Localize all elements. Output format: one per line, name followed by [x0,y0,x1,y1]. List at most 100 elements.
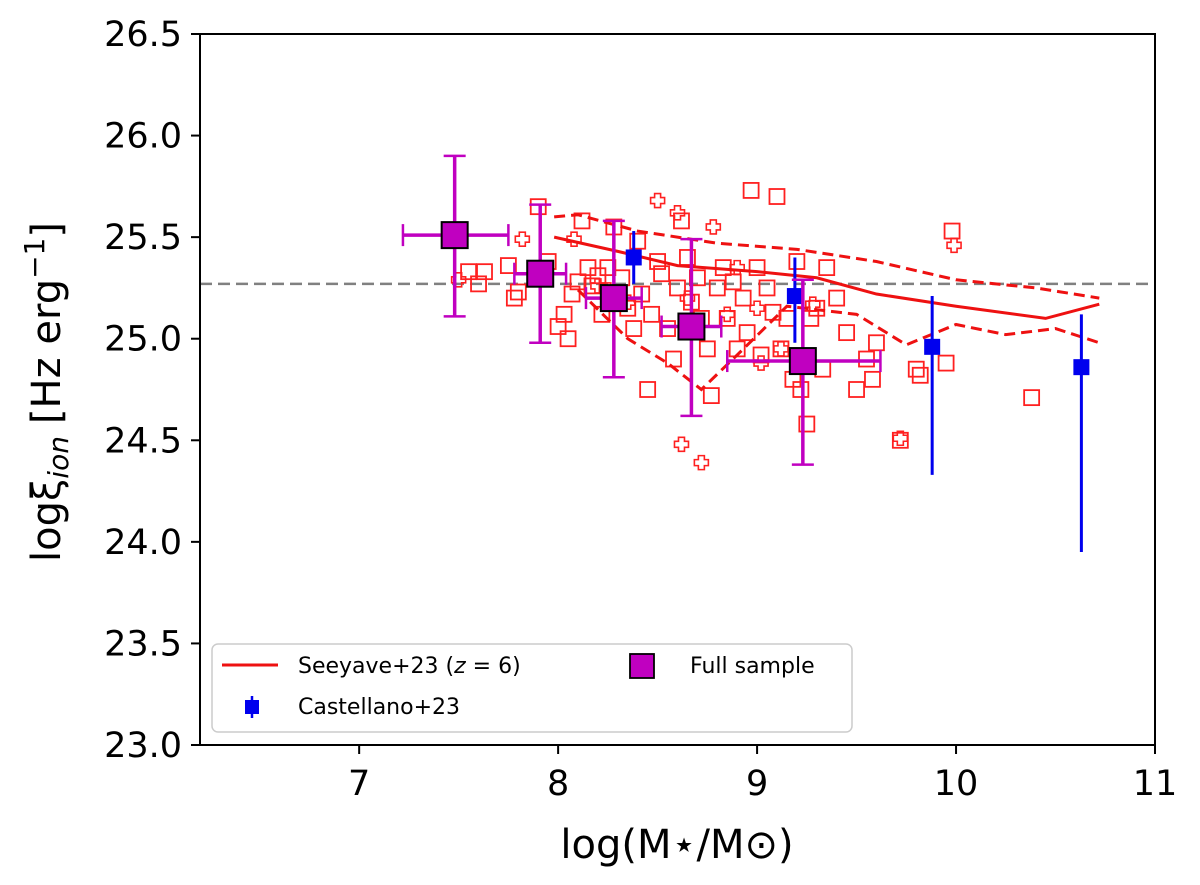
individual-square-point [559,330,577,348]
legend-seeyave-label: Seeyave+23 (z = 6) [298,654,521,679]
individual-square-point [838,324,856,342]
individual-square-point [569,273,587,291]
y-axis-label-exp: −1 [18,238,51,279]
individual-square-point [509,283,527,301]
individual-square-point [629,232,647,250]
individual-square-point [702,387,720,404]
individual-cross-point [693,454,710,471]
full-sample-point [677,312,706,341]
legend-full-sample-swatch [629,653,655,679]
castellano-point [924,338,941,355]
individual-square-point [673,212,690,230]
individual-cross-point [804,296,821,312]
individual-square-point [788,253,806,270]
y-axis-label-sub: ion [42,436,75,479]
full-sample-point [526,259,555,288]
y-axis-label-main: logξ [24,479,70,562]
individual-cross-point [705,219,722,235]
legend-castellano-label: Castellano+23 [298,695,460,720]
y-axis-label-unit: [Hz erg [24,279,70,424]
castellano-layer [625,231,1090,553]
individual-square-point [625,320,643,337]
y-axis-label: logξion [Hz erg−1] [18,222,75,562]
x-tick-label: 11 [1133,764,1178,804]
individual-square-point [529,198,547,216]
x-tick-label: 7 [348,764,370,804]
plot-area [200,34,1155,745]
individual-cross-point [514,231,531,247]
y-ticks: 23.0 23.5 24.0 24.5 25.0 25.5 26.0 26.5 [104,15,200,766]
x-axis-label: log(M⋆/M⊙) [560,822,793,868]
full-sample-point [788,347,817,376]
full-sample-layer [401,154,882,466]
individual-square-point [470,275,487,293]
legend-full-sample-label: Full sample [690,654,815,679]
individual-square-point [505,289,523,307]
individual-square-point [742,182,760,199]
individual-cross-point [892,430,909,447]
y-tick-label: 23.5 [104,624,182,664]
individual-square-point [643,305,661,323]
individual-square-point [639,381,657,398]
x-tick-label: 10 [934,764,979,804]
individual-cross-point [719,306,736,323]
individual-square-point [718,309,736,327]
legend-box [211,643,853,733]
y-axis-label-close: ] [24,222,70,238]
individual-square-point [460,263,477,281]
legend: Seeyave+23 (z = 6) Full sample Castellan… [211,643,853,733]
individual-square-point [768,188,786,205]
individual-square-point [911,366,929,384]
y-tick-label: 25.5 [104,218,182,258]
individual-square-point [476,263,493,281]
individual-square-point [748,259,766,277]
individual-square-point [738,324,756,342]
plot-frame [199,33,1156,746]
full-sample-point [599,284,628,313]
individual-square-point [563,285,581,303]
x-tick-label: 9 [746,764,768,804]
individual-square-point [848,381,865,398]
individual-square-point [583,277,601,295]
individual-square-point [864,370,881,388]
individual-cross-point [749,300,765,317]
individual-square-point [868,334,885,352]
individual-cross-point [673,436,690,453]
seeyave-lower-dashed-line [576,288,1100,392]
castellano-point [786,288,803,305]
individual-square-point [734,289,752,307]
individual-cross-point [946,237,962,254]
individual-square-point [698,340,716,358]
individual-square-point [724,273,742,291]
castellano-point [1073,359,1090,376]
individual-square-point [858,350,875,368]
individual-square-point [758,279,776,297]
individual-cross-point [729,259,745,276]
individual-square-point [573,212,591,230]
y-tick-label: 26.5 [104,15,182,55]
individual-square-point [798,415,816,433]
individual-cross-point [566,231,582,247]
y-tick-label: 23.0 [104,726,182,766]
individual-square-point [792,381,810,398]
seeyave-upper-dashed-line [554,213,1100,300]
individual-square-point [708,279,726,297]
individual-square-point [669,279,686,297]
individual-points-layer [450,182,1041,471]
x-ticks: 7 8 9 10 11 [348,745,1177,804]
castellano-point [625,249,642,266]
legend-castellano-swatch [245,696,259,718]
individual-cross-point [669,204,686,221]
individual-square-point [828,289,846,307]
x-tick-label: 8 [547,764,569,804]
individual-square-point [937,354,955,372]
y-tick-label: 24.5 [104,421,182,461]
individual-square-point [1023,389,1041,407]
individual-square-point [818,259,836,277]
individual-square-point [653,265,670,283]
y-tick-label: 24.0 [104,523,182,563]
individual-square-point [555,305,573,323]
full-sample-point [440,221,469,250]
individual-square-point [499,257,517,274]
